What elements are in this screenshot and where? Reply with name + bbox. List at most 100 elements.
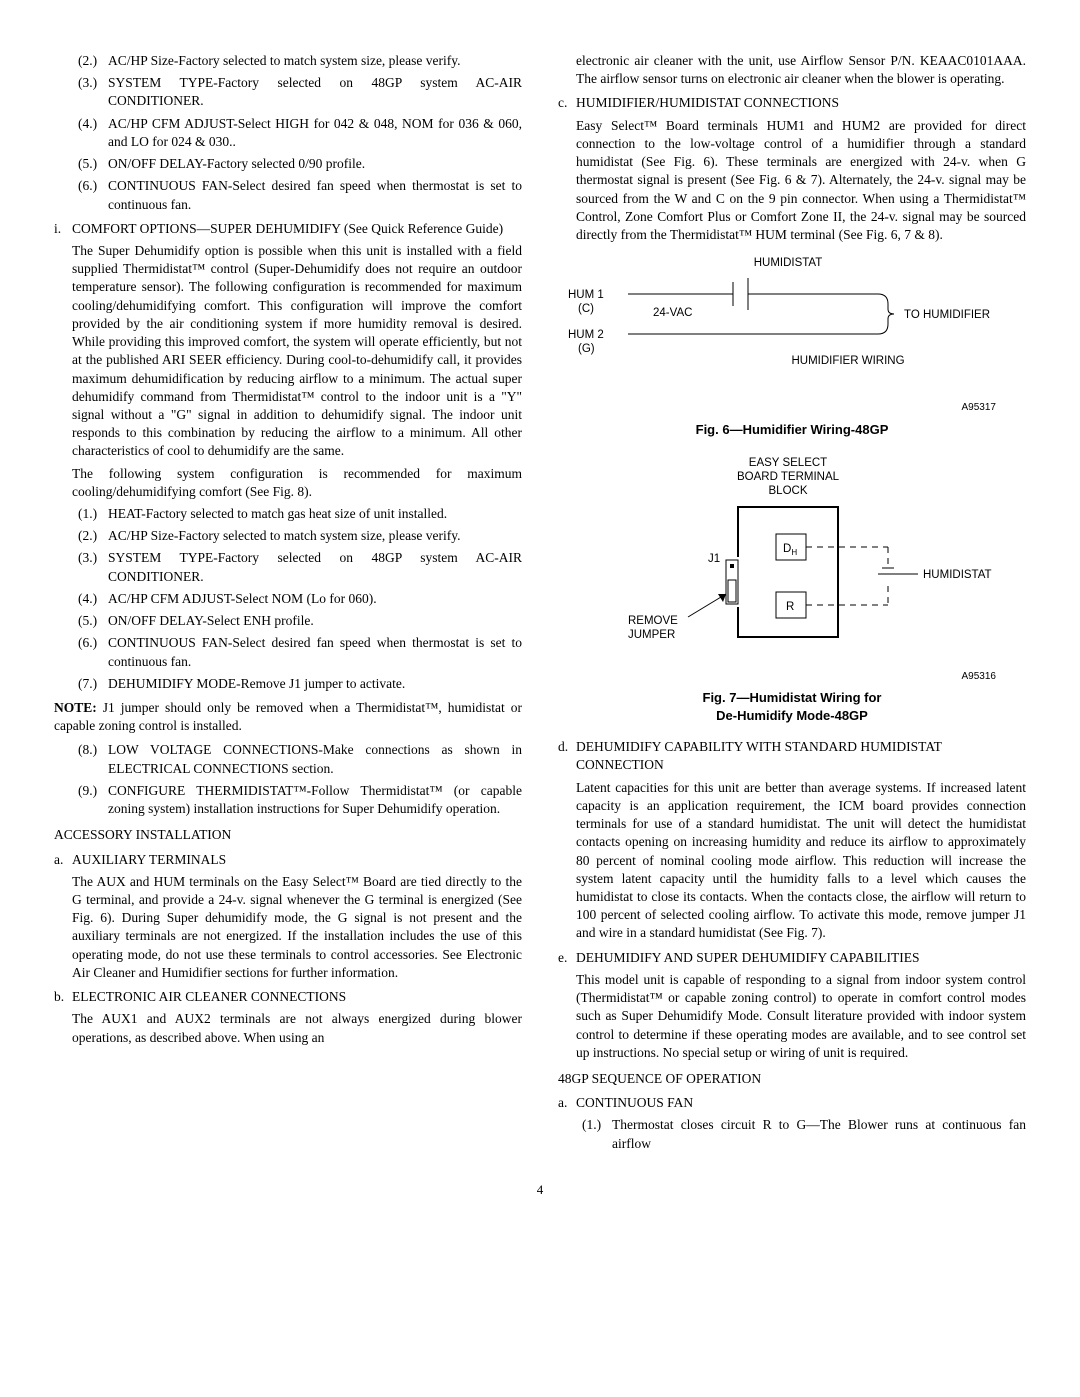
list-item: (4.) AC/HP CFM ADJUST-Select HIGH for 04…: [78, 115, 522, 151]
sequence-head: 48GP SEQUENCE OF OPERATION: [558, 1070, 1026, 1088]
paragraph: The Super Dehumidify option is possible …: [72, 242, 522, 461]
heading-text: COMFORT OPTIONS—SUPER DEHUMIDIFY (See Qu…: [72, 220, 522, 238]
fig7-caption: Fig. 7—Humidistat Wiring for De-Humidify…: [558, 689, 1026, 724]
letter: b.: [54, 988, 72, 1006]
note-bold: NOTE:: [54, 700, 97, 715]
letter: a.: [54, 851, 72, 869]
section-i-head: i. COMFORT OPTIONS—SUPER DEHUMIDIFY (See…: [54, 220, 522, 238]
fig6-caption: Fig. 6—Humidifier Wiring-48GP: [558, 421, 1026, 439]
item-text: CONTINUOUS FAN-Select desired fan speed …: [108, 634, 522, 670]
right-column: electronic air cleaner with the unit, us…: [558, 48, 1026, 1157]
note: NOTE: J1 jumper should only be removed w…: [54, 699, 522, 735]
list-item: (5.) ON/OFF DELAY-Factory selected 0/90 …: [78, 155, 522, 173]
item-number: (5.): [78, 155, 108, 173]
note-text: J1 jumper should only be removed when a …: [54, 700, 522, 733]
list-item: (2.) AC/HP Size-Factory selected to matc…: [78, 52, 522, 70]
item-number: (9.): [78, 782, 108, 818]
fig6-hum1: HUM 1: [568, 289, 604, 301]
list-item: (3.) SYSTEM TYPE-Factory selected on 48G…: [78, 549, 522, 585]
item-number: (6.): [78, 634, 108, 670]
letter: d.: [558, 738, 576, 774]
paragraph: Easy Select™ Board terminals HUM1 and HU…: [576, 117, 1026, 245]
item-text: Thermostat closes circuit R to G—The Blo…: [612, 1116, 1026, 1152]
fig6-c: (C): [578, 303, 594, 315]
fig7-cap1: Fig. 7—Humidistat Wiring for: [703, 690, 882, 705]
paragraph: This model unit is capable of responding…: [576, 971, 1026, 1062]
item-text: CONTINUOUS FAN-Select desired fan speed …: [108, 177, 522, 213]
fig6-hum-wiring: HUMIDIFIER WIRING: [791, 355, 904, 367]
letter: c.: [558, 94, 576, 112]
left-column: (2.) AC/HP Size-Factory selected to matc…: [54, 48, 522, 1157]
item-number: (2.): [78, 527, 108, 545]
item-text: SYSTEM TYPE-Factory selected on 48GP sys…: [108, 549, 522, 585]
item-text: AC/HP Size-Factory selected to match sys…: [108, 527, 522, 545]
paragraph: Latent capacities for this unit are bett…: [576, 779, 1026, 943]
item-number: (1.): [78, 505, 108, 523]
fig7-es1: EASY SELECT: [749, 457, 827, 469]
item-number: (6.): [78, 177, 108, 213]
item-number: (3.): [78, 549, 108, 585]
item-number: (8.): [78, 741, 108, 777]
item-text: AC/HP CFM ADJUST-Select HIGH for 042 & 0…: [108, 115, 522, 151]
page-number: 4: [54, 1181, 1026, 1199]
list-item: (6.) CONTINUOUS FAN-Select desired fan s…: [78, 177, 522, 213]
fig6-svg: HUMIDISTAT HUM 1 (C) HUM 2 (G) 24-VAC TO…: [558, 254, 1018, 394]
paragraph-cont: electronic air cleaner with the unit, us…: [576, 52, 1026, 88]
letter: e.: [558, 949, 576, 967]
fig6-humidistat-label: HUMIDISTAT: [754, 257, 823, 269]
fig7-es3: BLOCK: [769, 485, 808, 497]
list-item: (2.) AC/HP Size-Factory selected to matc…: [78, 527, 522, 545]
item-text: AC/HP CFM ADJUST-Select NOM (Lo for 060)…: [108, 590, 522, 608]
two-column-layout: (2.) AC/HP Size-Factory selected to matc…: [54, 48, 1026, 1157]
list-item: (8.) LOW VOLTAGE CONNECTIONS-Make connec…: [78, 741, 522, 777]
section-sa-head: a. CONTINUOUS FAN: [558, 1094, 1026, 1112]
item-number: (1.): [582, 1116, 612, 1152]
item-text: ON/OFF DELAY-Select ENH profile.: [108, 612, 522, 630]
letter: a.: [558, 1094, 576, 1112]
item-number: (2.): [78, 52, 108, 70]
fig7-dh: DH: [783, 543, 797, 557]
list-item: (9.) CONFIGURE THERMIDISTAT™-Follow Ther…: [78, 782, 522, 818]
fig7-r: R: [786, 601, 794, 613]
list-item: (7.) DEHUMIDIFY MODE-Remove J1 jumper to…: [78, 675, 522, 693]
item-number: (3.): [78, 74, 108, 110]
fig7-svg: EASY SELECT BOARD TERMINAL BLOCK J1 DH R: [558, 452, 1018, 662]
paragraph: The AUX1 and AUX2 terminals are not alwa…: [72, 1010, 522, 1046]
fig6-hum2: HUM 2: [568, 329, 604, 341]
heading-text: ELECTRONIC AIR CLEANER CONNECTIONS: [72, 988, 522, 1006]
heading-text: AUXILIARY TERMINALS: [72, 851, 522, 869]
item-text: CONFIGURE THERMIDISTAT™-Follow Thermidis…: [108, 782, 522, 818]
letter: i.: [54, 220, 72, 238]
fig7-remove: REMOVE: [628, 615, 678, 627]
item-number: (5.): [78, 612, 108, 630]
item-number: (4.): [78, 590, 108, 608]
fig6-id: A95317: [558, 401, 996, 415]
list-item: (1.) Thermostat closes circuit R to G—Th…: [582, 1116, 1026, 1152]
accessory-head: ACCESSORY INSTALLATION: [54, 826, 522, 844]
fig6-24vac: 24-VAC: [653, 307, 692, 319]
figure-7: EASY SELECT BOARD TERMINAL BLOCK J1 DH R: [558, 452, 1026, 724]
fig7-id: A95316: [558, 670, 996, 684]
fig7-es2: BOARD TERMINAL: [737, 471, 840, 483]
section-c-head: c. HUMIDIFIER/HUMIDISTAT CONNECTIONS: [558, 94, 1026, 112]
heading-text: HUMIDIFIER/HUMIDISTAT CONNECTIONS: [576, 94, 1026, 112]
list-item: (6.) CONTINUOUS FAN-Select desired fan s…: [78, 634, 522, 670]
list-item: (3.) SYSTEM TYPE-Factory selected on 48G…: [78, 74, 522, 110]
fig7-humidistat: HUMIDISTAT: [923, 569, 992, 581]
list-item: (5.) ON/OFF DELAY-Select ENH profile.: [78, 612, 522, 630]
list-item: (1.) HEAT-Factory selected to match gas …: [78, 505, 522, 523]
item-text: HEAT-Factory selected to match gas heat …: [108, 505, 522, 523]
paragraph: The following system configuration is re…: [72, 465, 522, 501]
fig7-jumper: JUMPER: [628, 629, 675, 641]
item-text: DEHUMIDIFY MODE-Remove J1 jumper to acti…: [108, 675, 522, 693]
section-d-head: d. DEHUMIDIFY CAPABILITY WITH STANDARD H…: [558, 738, 1026, 774]
item-number: (4.): [78, 115, 108, 151]
fig7-j1: J1: [708, 553, 720, 565]
fig6-to-humidifier: TO HUMIDIFIER: [904, 309, 990, 321]
item-text: LOW VOLTAGE CONNECTIONS-Make connections…: [108, 741, 522, 777]
item-text: AC/HP Size-Factory selected to match sys…: [108, 52, 522, 70]
heading-text: CONTINUOUS FAN: [576, 1094, 1026, 1112]
figure-6: HUMIDISTAT HUM 1 (C) HUM 2 (G) 24-VAC TO…: [558, 254, 1026, 438]
paragraph: The AUX and HUM terminals on the Easy Se…: [72, 873, 522, 982]
fig7-cap2: De-Humidify Mode-48GP: [716, 708, 868, 723]
